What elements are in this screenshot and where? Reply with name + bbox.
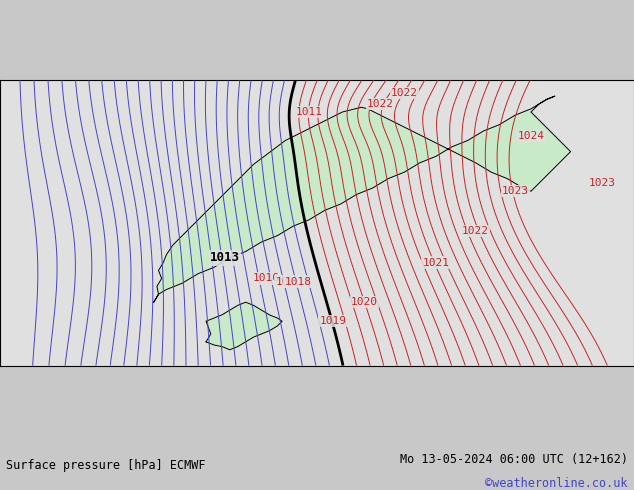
Text: 1011: 1011 — [295, 107, 323, 117]
Text: 1013: 1013 — [210, 251, 240, 264]
Polygon shape — [153, 96, 571, 302]
Text: 1020: 1020 — [351, 297, 378, 307]
Text: 1018: 1018 — [285, 276, 311, 287]
Text: Mo 13-05-2024 06:00 UTC (12+162): Mo 13-05-2024 06:00 UTC (12+162) — [399, 453, 628, 466]
Text: 1023: 1023 — [501, 186, 529, 196]
Text: 10: 10 — [275, 276, 289, 287]
Text: 1022: 1022 — [462, 226, 489, 236]
Text: 1022: 1022 — [367, 99, 394, 109]
Polygon shape — [206, 302, 282, 350]
Text: 1019: 1019 — [320, 316, 346, 326]
Text: 1021: 1021 — [422, 258, 450, 268]
Text: 1024: 1024 — [517, 131, 545, 141]
Text: Surface pressure [hPa] ECMWF: Surface pressure [hPa] ECMWF — [6, 459, 206, 472]
Text: 1023: 1023 — [589, 178, 616, 188]
Text: 1016: 1016 — [253, 273, 280, 283]
Text: ©weatheronline.co.uk: ©weatheronline.co.uk — [485, 477, 628, 490]
Text: 1022: 1022 — [391, 88, 418, 98]
